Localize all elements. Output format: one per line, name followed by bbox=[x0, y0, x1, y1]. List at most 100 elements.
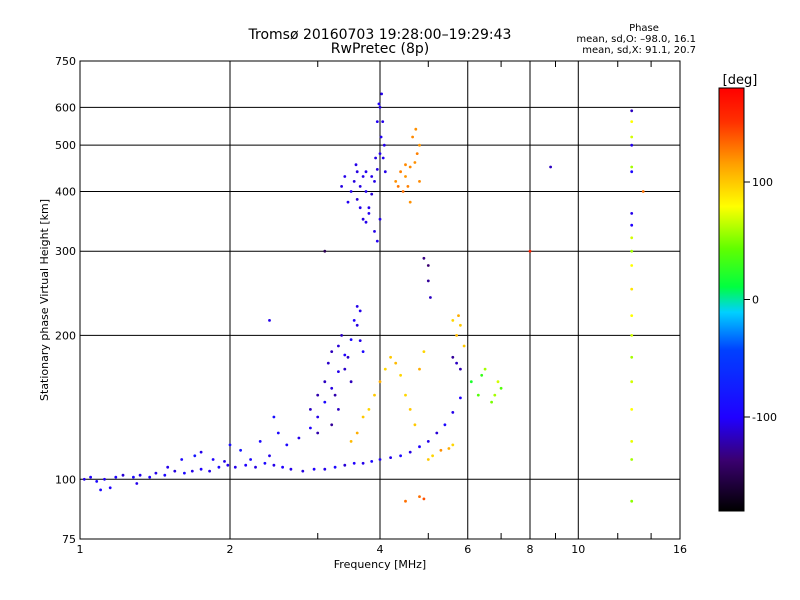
colorbar-title: [deg] bbox=[723, 73, 758, 88]
data-point bbox=[374, 156, 377, 160]
data-point bbox=[549, 165, 552, 169]
data-point bbox=[426, 264, 430, 267]
data-point bbox=[301, 469, 305, 473]
data-point bbox=[630, 170, 634, 174]
data-point bbox=[394, 180, 398, 183]
data-point bbox=[375, 120, 379, 123]
data-point bbox=[343, 463, 347, 467]
data-point bbox=[309, 426, 312, 430]
data-point bbox=[354, 163, 358, 167]
data-point bbox=[375, 168, 379, 171]
colorbar-tick-label: -100 bbox=[752, 411, 777, 424]
data-point bbox=[422, 256, 426, 260]
data-point bbox=[323, 467, 327, 471]
data-point bbox=[499, 386, 503, 390]
data-point bbox=[378, 105, 382, 109]
data-point bbox=[346, 355, 350, 359]
data-point bbox=[193, 454, 197, 458]
data-point bbox=[138, 473, 142, 477]
data-point bbox=[358, 185, 362, 188]
data-point bbox=[268, 319, 271, 322]
data-point bbox=[426, 279, 430, 283]
data-point bbox=[630, 135, 634, 139]
data-point bbox=[228, 443, 232, 447]
data-point bbox=[383, 367, 387, 371]
data-point bbox=[414, 127, 418, 131]
data-point bbox=[394, 361, 398, 365]
data-point bbox=[630, 499, 634, 503]
data-point bbox=[258, 440, 262, 443]
data-point bbox=[630, 287, 634, 291]
data-point bbox=[429, 296, 432, 299]
data-point bbox=[249, 458, 253, 461]
data-point bbox=[408, 165, 412, 169]
data-point bbox=[217, 465, 221, 469]
data-point bbox=[281, 465, 284, 469]
data-point bbox=[630, 264, 634, 267]
x-tick-label: 2 bbox=[227, 543, 234, 556]
data-point bbox=[364, 190, 368, 193]
data-point bbox=[211, 458, 215, 461]
data-point bbox=[367, 212, 371, 215]
data-point bbox=[190, 469, 194, 473]
data-point bbox=[451, 355, 455, 359]
data-point bbox=[132, 475, 135, 479]
data-point bbox=[483, 367, 487, 371]
data-point bbox=[323, 249, 327, 253]
phase-box-heading: Phase bbox=[629, 23, 659, 34]
data-point bbox=[108, 486, 112, 490]
data-point bbox=[135, 482, 139, 485]
data-point bbox=[480, 373, 484, 377]
data-point bbox=[337, 344, 340, 348]
data-point bbox=[233, 465, 237, 469]
data-point bbox=[349, 440, 353, 443]
data-point bbox=[289, 467, 293, 471]
x-tick-label: 10 bbox=[571, 543, 585, 556]
data-point bbox=[455, 361, 458, 365]
data-point bbox=[358, 309, 362, 313]
data-point bbox=[114, 475, 118, 479]
data-point bbox=[490, 400, 493, 404]
data-point bbox=[630, 165, 634, 169]
data-point bbox=[451, 411, 455, 414]
data-point bbox=[364, 170, 368, 174]
data-point bbox=[630, 120, 634, 123]
data-point bbox=[630, 440, 634, 443]
data-point bbox=[399, 454, 402, 458]
data-point bbox=[163, 473, 167, 477]
data-point bbox=[415, 152, 419, 156]
data-point bbox=[355, 305, 359, 308]
data-point bbox=[312, 467, 316, 471]
data-point bbox=[426, 458, 430, 461]
data-point bbox=[340, 185, 343, 188]
data-point bbox=[337, 408, 340, 411]
data-point bbox=[352, 180, 356, 183]
data-point bbox=[411, 135, 414, 139]
data-point bbox=[330, 350, 334, 353]
data-point bbox=[367, 206, 371, 210]
data-point bbox=[462, 344, 466, 348]
data-point bbox=[528, 249, 532, 253]
data-point bbox=[309, 408, 312, 411]
data-point bbox=[370, 460, 374, 463]
data-point bbox=[89, 475, 92, 479]
y-tick-label: 300 bbox=[55, 245, 76, 258]
data-point bbox=[377, 102, 381, 106]
data-point bbox=[389, 355, 392, 359]
data-point bbox=[180, 458, 184, 461]
data-point bbox=[396, 185, 400, 188]
data-point bbox=[173, 469, 177, 473]
data-point bbox=[326, 361, 330, 365]
data-point bbox=[346, 200, 350, 204]
data-point bbox=[373, 180, 376, 183]
data-point bbox=[199, 450, 203, 454]
data-point bbox=[103, 477, 106, 481]
data-point bbox=[183, 471, 186, 475]
data-point bbox=[352, 461, 356, 465]
data-point bbox=[272, 415, 276, 419]
data-point bbox=[358, 206, 362, 210]
data-point bbox=[381, 120, 385, 123]
phase-box-o-stats: mean, sd,O: –98.0, 16.1 bbox=[576, 34, 696, 45]
y-tick-label: 75 bbox=[62, 533, 76, 546]
data-point bbox=[378, 152, 382, 156]
